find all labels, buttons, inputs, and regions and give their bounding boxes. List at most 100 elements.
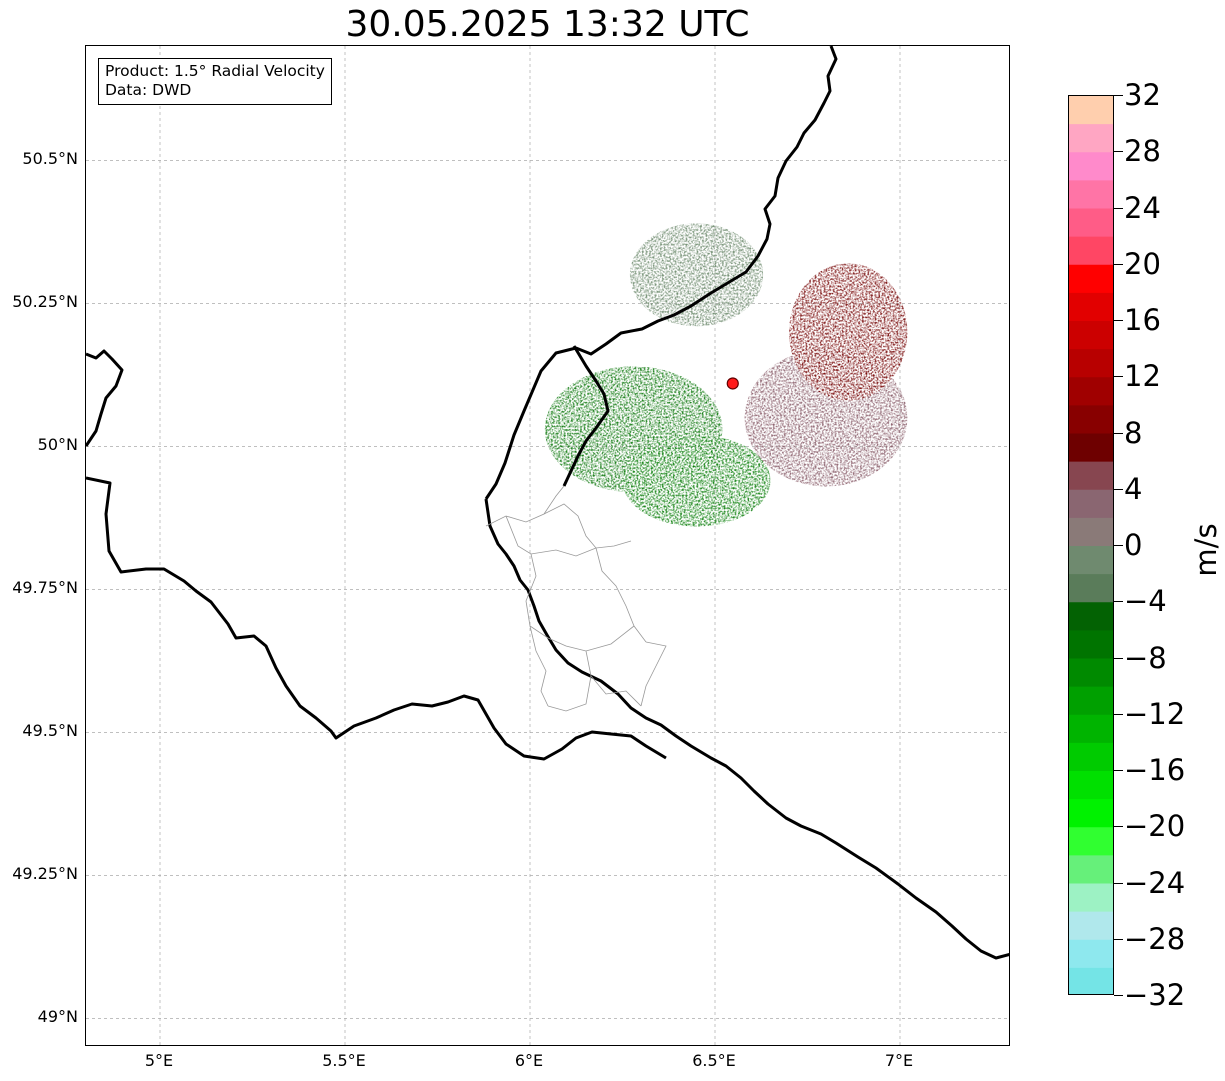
lon-tick-label: 7°E (884, 1051, 914, 1070)
colorbar-unit-text: m/s (1189, 523, 1223, 577)
colorbar-tick-label: −28 (1124, 921, 1186, 956)
colorbar-tick-label: 8 (1124, 415, 1143, 450)
colorbar-tick-label: −32 (1124, 978, 1186, 1012)
colorbar-tick-label: 0 (1124, 528, 1143, 562)
colorbar-tick-label: −16 (1124, 753, 1186, 787)
colorbar-tick-mark (1114, 488, 1123, 490)
colorbar-tick-mark (1114, 432, 1123, 434)
product-info-box: Product: 1.5° Radial Velocity Data: DWD (98, 58, 332, 105)
lat-tick-label: 49.5°N (22, 721, 78, 741)
district-boundaries (485, 485, 667, 712)
colorbar-tick-mark (1114, 657, 1123, 659)
colorbar-unit-label: m/s (1186, 520, 1225, 580)
colorbar-swatch (1069, 574, 1113, 603)
product-label: Product: 1.5° Radial Velocity (105, 62, 325, 80)
colorbar-tick-label: −4 (1124, 584, 1167, 619)
colorbar-swatch (1069, 208, 1113, 238)
colorbar-swatch (1069, 180, 1113, 210)
colorbar-swatch (1069, 771, 1113, 800)
colorbar-tick-mark (1114, 713, 1123, 715)
colorbar-swatch (1069, 883, 1113, 913)
colorbar-swatch (1069, 152, 1113, 181)
colorbar-tick-mark (1114, 770, 1123, 771)
lat-tick-label: 50.5°N (22, 149, 78, 169)
colorbar-tick-mark (1114, 95, 1123, 96)
colorbar-swatch (1069, 461, 1113, 491)
colorbar-swatch (1069, 377, 1113, 406)
colorbar-swatch (1069, 236, 1113, 266)
colorbar-tick-mark (1114, 995, 1123, 996)
colorbar-tick-label: 28 (1124, 134, 1161, 169)
colorbar-swatch (1069, 489, 1113, 519)
colorbar-tick-mark (1114, 938, 1123, 940)
colorbar-tick-label: 20 (1124, 246, 1161, 281)
velocity-region-outbound-strong-northeast (789, 263, 908, 401)
colorbar-swatch (1069, 433, 1113, 463)
border-luxembourg (484, 46, 838, 500)
colorbar-swatch (1069, 264, 1113, 294)
colorbar-swatch (1069, 855, 1113, 885)
colorbar-swatch (1069, 546, 1113, 575)
colorbar-swatch (1069, 405, 1113, 435)
lat-tick-label: 50.25°N (12, 292, 78, 312)
colorbar-tick-label: 16 (1124, 303, 1161, 337)
colorbar-tick-mark (1114, 545, 1123, 546)
colorbar-tick-mark (1114, 263, 1123, 265)
colorbar-swatch (1069, 939, 1113, 969)
lon-tick-label: 5.5°E (322, 1051, 366, 1070)
radar-site-marker[interactable] (726, 377, 739, 390)
colorbar-tick-mark (1114, 601, 1123, 603)
gridlines (86, 46, 1009, 1045)
colorbar-swatch (1069, 827, 1113, 856)
velocity-region-near-zero-north (629, 223, 764, 327)
colorbar-tick-mark (1114, 376, 1123, 378)
colorbar-swatch (1069, 292, 1113, 322)
colorbar-tick-mark (1114, 151, 1123, 153)
border-belgium-west (86, 349, 124, 447)
border-germany-belgium (562, 345, 610, 487)
colorbar-swatch (1069, 742, 1113, 772)
colorbar-tick-mark (1114, 826, 1123, 828)
data-source-label: Data: DWD (105, 81, 192, 99)
colorbar-tick-mark (1114, 320, 1123, 321)
colorbar-tick-mark (1114, 882, 1123, 884)
colorbar-swatch (1069, 799, 1113, 828)
colorbar-swatch (1069, 517, 1113, 547)
colorbar-tick-mark (1114, 207, 1123, 209)
colorbar-swatch (1069, 602, 1113, 631)
radar-echoes (544, 223, 908, 527)
lon-tick-label: 6°E (514, 1051, 544, 1070)
velocity-colorbar (1068, 95, 1114, 995)
colorbar-tick-label: 32 (1124, 78, 1161, 112)
map-canvas[interactable] (86, 46, 1010, 1046)
colorbar-swatch (1069, 967, 1113, 994)
lat-tick-label: 49°N (37, 1007, 78, 1027)
colorbar-swatch (1069, 630, 1113, 660)
colorbar-swatch (1069, 124, 1113, 153)
colorbar-swatch (1069, 911, 1113, 941)
lat-tick-label: 50°N (37, 435, 78, 455)
radar-site[interactable] (726, 377, 739, 390)
lat-tick-label: 49.75°N (12, 578, 78, 598)
colorbar-tick-label: −24 (1124, 865, 1186, 900)
colorbar-swatch (1069, 349, 1113, 378)
velocity-region-inbound-south (622, 434, 771, 527)
colorbar-swatch (1069, 96, 1113, 125)
colorbar-tick-label: −12 (1124, 696, 1186, 731)
colorbar-tick-label: 12 (1124, 359, 1161, 394)
colorbar-swatch (1069, 658, 1113, 688)
map-title: 30.05.2025 13:32 UTC (345, 4, 750, 45)
radar-map[interactable] (85, 45, 1010, 1046)
colorbar-swatch (1069, 321, 1113, 350)
lon-tick-label: 5°E (144, 1051, 174, 1070)
lat-tick-label: 49.25°N (12, 864, 78, 884)
colorbar-tick-label: −20 (1124, 809, 1186, 844)
colorbar-tick-label: 4 (1124, 471, 1143, 506)
lon-tick-label: 6.5°E (692, 1051, 736, 1070)
colorbar-swatch (1069, 714, 1113, 744)
colorbar-swatch (1069, 686, 1113, 716)
colorbar-tick-label: 24 (1124, 190, 1161, 225)
border-luxembourg-south (484, 498, 1009, 960)
border-belgium-france (86, 476, 667, 761)
country-borders (86, 46, 1009, 960)
